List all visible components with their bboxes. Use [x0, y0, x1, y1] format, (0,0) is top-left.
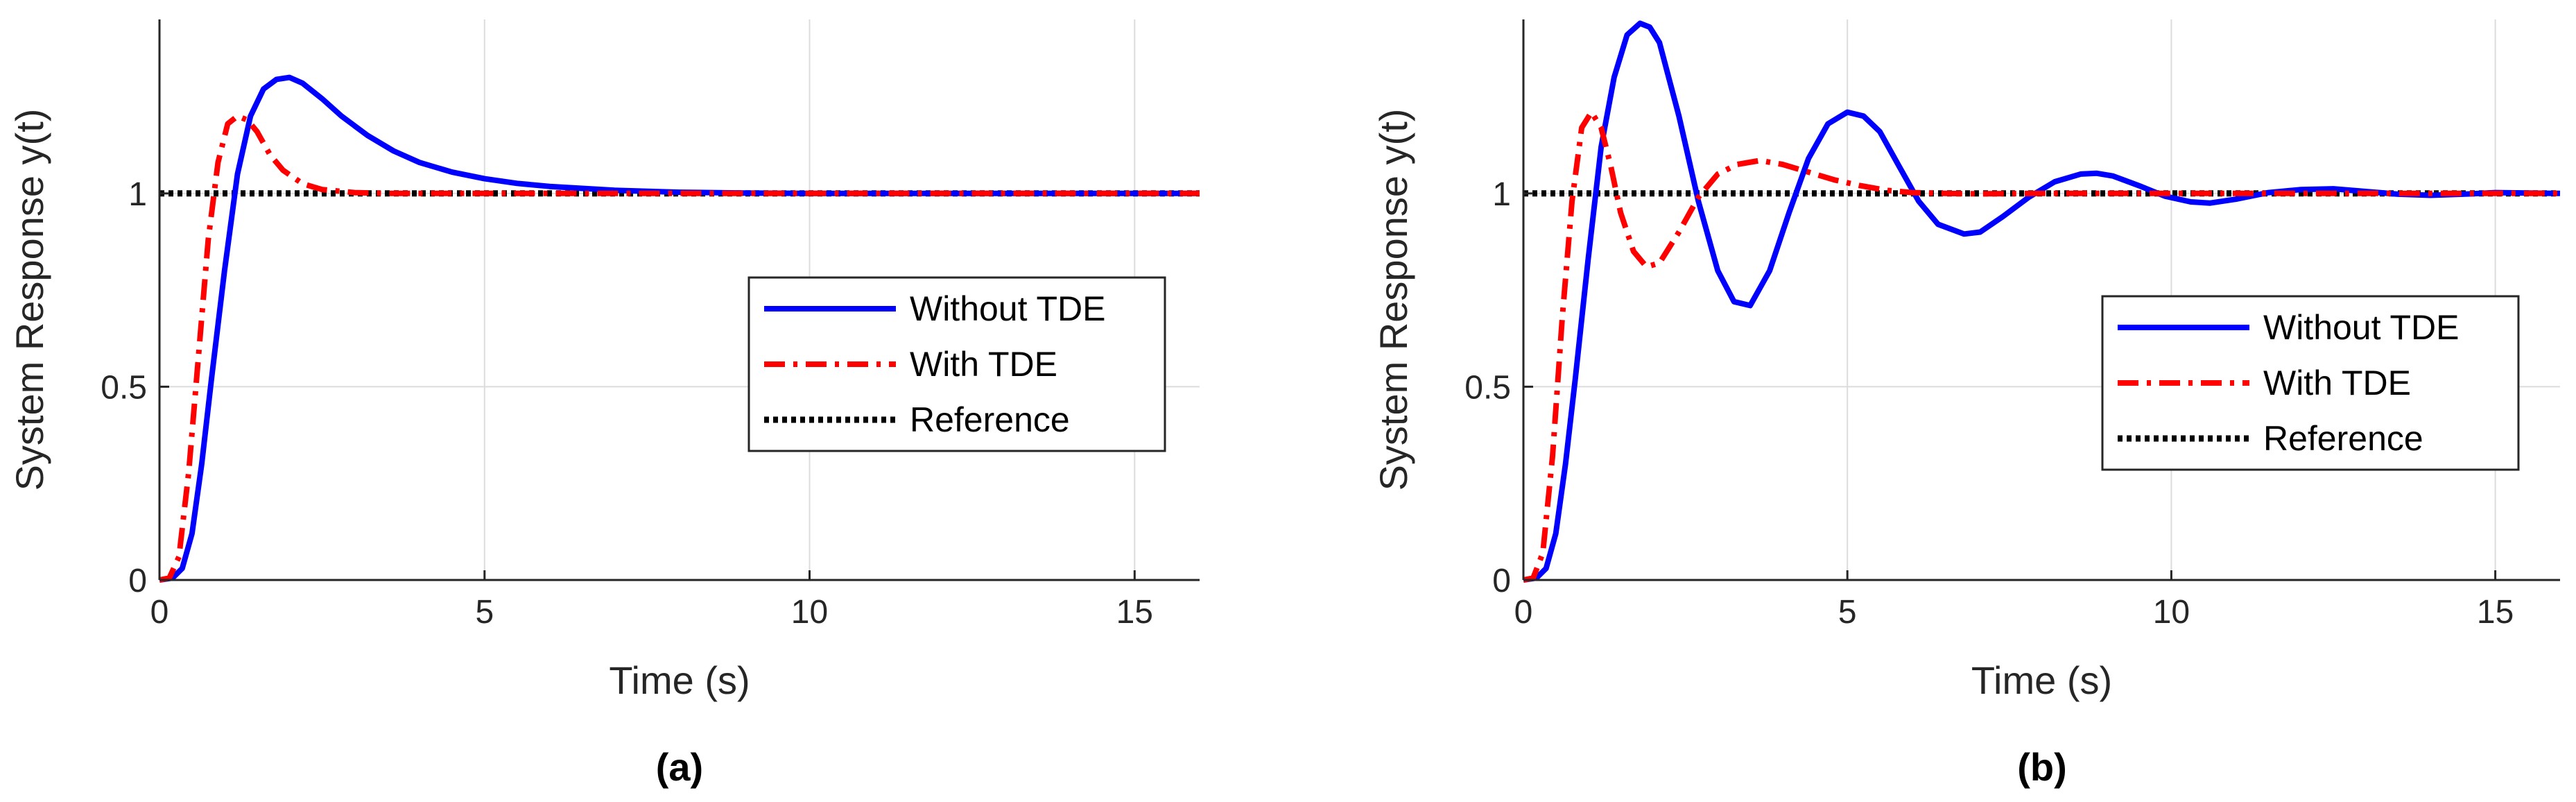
series-with-tde-line	[1523, 109, 2560, 583]
legend: Without TDE With TDE Reference	[2101, 295, 2520, 471]
y-tick-label: 0.5	[101, 369, 147, 406]
legend: Without TDE With TDE Reference	[747, 276, 1166, 452]
y-tick-label: 0	[1492, 563, 1511, 599]
legend-label-reference: Reference	[910, 400, 1070, 439]
x-axis-label: Time (s)	[1971, 658, 2112, 702]
legend-label-without-tde: Without TDE	[910, 289, 1106, 328]
x-tick-label: 15	[1116, 594, 1153, 631]
legend-label-with-tde: With TDE	[910, 345, 1057, 384]
chart-b: 0 5 10 15 0 0.5 1 Time (s) System Response y(t) (…	[1372, 19, 2561, 789]
y-tick-label: 1	[1492, 176, 1511, 213]
chart-caption: (a)	[656, 745, 703, 789]
y-tick-label: 0	[128, 563, 147, 599]
x-tick-label: 10	[791, 594, 828, 631]
x-tick-label: 0	[1514, 594, 1533, 631]
x-tick-label: 10	[2153, 594, 2190, 631]
chart-caption: (b)	[2017, 745, 2067, 789]
x-tick-label: 15	[2477, 594, 2514, 631]
y-axis-label: System Response y(t)	[1372, 109, 1415, 491]
x-tick-label: 5	[475, 594, 494, 631]
y-axis-label: System Response y(t)	[8, 109, 51, 491]
legend-label-without-tde: Without TDE	[2263, 308, 2460, 347]
series-with-tde-line	[159, 113, 1200, 583]
y-tick-label: 0.5	[1464, 369, 1511, 406]
x-axis-label: Time (s)	[609, 658, 750, 702]
legend-label-with-tde: With TDE	[2263, 364, 2411, 402]
y-tick-label: 1	[128, 176, 147, 213]
chart-a: 0 5 10 15 0 0.5 1 Time (s) System Response y(t) (…	[8, 19, 1200, 789]
legend-label-reference: Reference	[2263, 419, 2423, 458]
x-tick-label: 0	[150, 594, 169, 631]
x-tick-label: 5	[1838, 594, 1857, 631]
